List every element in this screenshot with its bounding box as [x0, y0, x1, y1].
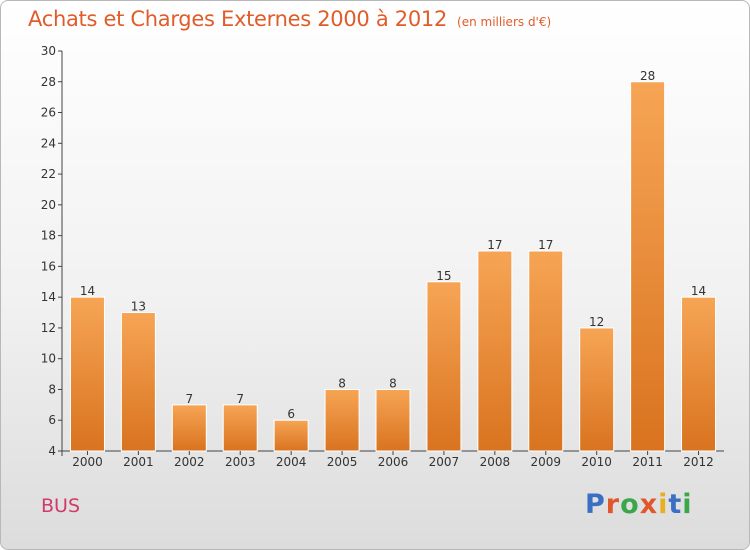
data-label: 6 [287, 407, 295, 421]
x-tick-label: 2003 [225, 455, 256, 469]
x-tick-label: 2010 [581, 455, 612, 469]
proxiti-logo[interactable]: Proxiti [585, 489, 693, 520]
data-label: 17 [538, 238, 553, 252]
x-tick-label: 2011 [632, 455, 663, 469]
data-label: 8 [338, 376, 346, 390]
data-label: 12 [589, 315, 604, 329]
bar [324, 388, 360, 452]
chart-title: Achats et Charges Externes 2000 à 2012 (e… [28, 7, 551, 31]
bar [69, 296, 105, 452]
y-tick-label: 4 [48, 444, 56, 458]
data-label: 28 [640, 69, 655, 83]
logo-letter: t [668, 489, 683, 520]
y-tick-label: 10 [41, 352, 56, 366]
y-tick-label: 30 [41, 44, 56, 58]
logo-letter: i [658, 489, 669, 520]
x-tick-label: 2004 [276, 455, 307, 469]
data-label: 15 [436, 269, 451, 283]
bar [273, 419, 309, 452]
bar [528, 250, 564, 452]
bar [681, 296, 717, 452]
data-label: 8 [389, 376, 397, 390]
y-tick-label: 14 [41, 290, 56, 304]
bar [171, 404, 207, 452]
x-tick-label: 2000 [72, 455, 103, 469]
logo-letter: r [605, 489, 621, 520]
y-tick-label: 8 [48, 382, 56, 396]
bar [375, 388, 411, 452]
y-tick-label: 16 [41, 259, 56, 273]
x-tick-label: 2012 [683, 455, 714, 469]
logo-letter: x [639, 489, 659, 520]
x-tick-label: 2007 [429, 455, 460, 469]
y-tick-label: 24 [41, 136, 56, 150]
data-label: 14 [691, 284, 706, 298]
chart-subtitle: (en milliers d'€) [457, 15, 552, 29]
y-tick-label: 22 [41, 167, 56, 181]
x-tick-label: 2002 [174, 455, 205, 469]
data-label: 7 [185, 392, 193, 406]
y-tick-label: 20 [41, 198, 56, 212]
bar [222, 404, 258, 452]
logo-letter: i [682, 489, 693, 520]
logo-letter: P [585, 489, 606, 520]
x-tick-label: 2001 [123, 455, 154, 469]
y-tick-label: 28 [41, 75, 56, 89]
commune-name: BUS [41, 495, 81, 517]
data-label: 14 [80, 284, 95, 298]
data-label: 13 [131, 300, 146, 314]
y-tick-label: 26 [41, 106, 56, 120]
x-tick-label: 2009 [530, 455, 561, 469]
x-tick-label: 2008 [480, 455, 511, 469]
chart-title-text: Achats et Charges Externes 2000 à 2012 [28, 7, 448, 31]
logo-letter: o [620, 489, 640, 520]
bar [426, 281, 462, 452]
data-label: 17 [487, 238, 502, 252]
y-tick-label: 18 [41, 229, 56, 243]
y-tick-label: 6 [48, 413, 56, 427]
bar [477, 250, 513, 452]
x-tick-label: 2005 [327, 455, 358, 469]
y-tick-label: 12 [41, 321, 56, 335]
bar [120, 312, 156, 452]
data-label: 7 [236, 392, 244, 406]
bar [630, 81, 666, 452]
bar [579, 327, 615, 452]
x-tick-label: 2006 [378, 455, 409, 469]
